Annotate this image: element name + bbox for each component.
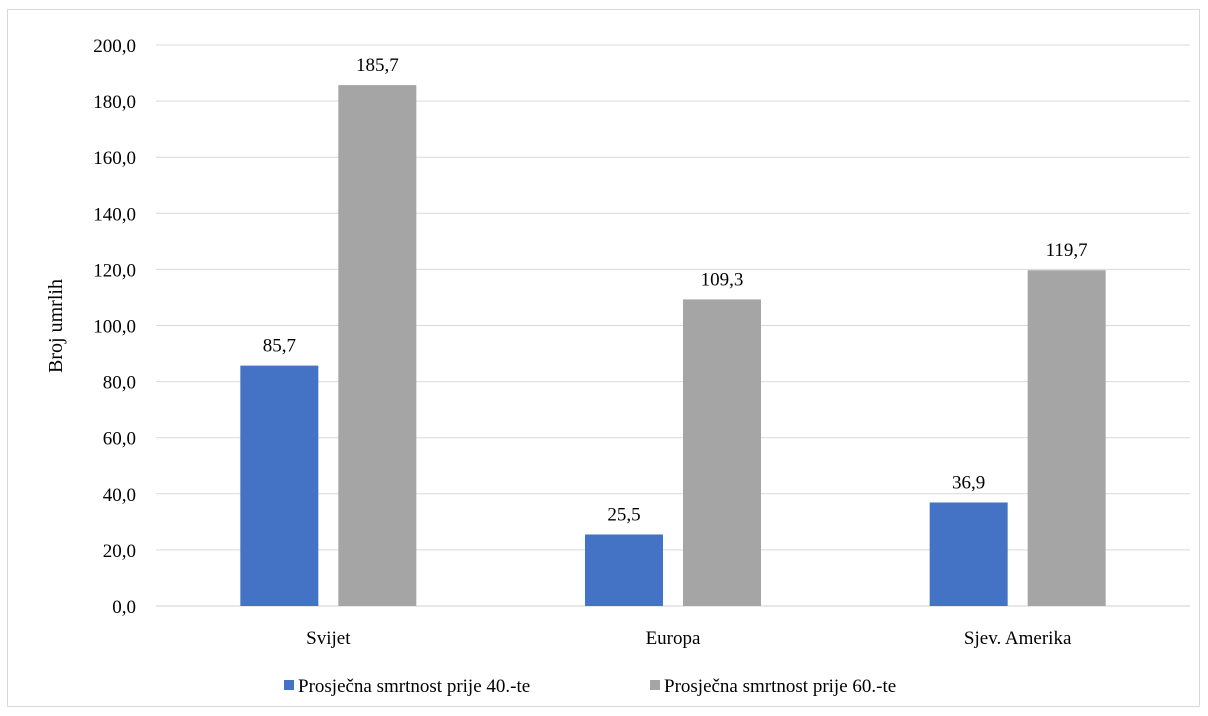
data-label: 85,7 [263, 336, 296, 357]
bar-before-40 [240, 365, 319, 606]
bars [240, 85, 1106, 606]
x-tick-label: Svijet [306, 628, 351, 649]
legend-swatch [650, 680, 660, 690]
legend: Prosječna smrtnost prije 40.-te Prosječna… [284, 676, 896, 697]
legend-label: Prosječna smrtnost prije 60.-te [664, 676, 896, 697]
x-tick-label: Sjev. Amerika [964, 628, 1072, 649]
y-tick-label: 60,0 [103, 429, 136, 450]
y-axis-label: Broj umrlih [45, 279, 67, 373]
y-tick-label: 80,0 [103, 373, 136, 394]
bar-before-60 [1027, 270, 1106, 606]
bar-before-40 [585, 534, 663, 606]
x-tick-label: Europa [646, 628, 701, 649]
y-tick-label: 180,0 [93, 92, 136, 113]
legend-label: Prosječna smrtnost prije 40.-te [298, 676, 530, 697]
data-label: 25,5 [607, 504, 640, 525]
data-label: 185,7 [356, 55, 399, 76]
y-tick-label: 160,0 [93, 148, 136, 169]
legend-swatch [284, 680, 294, 690]
data-label: 109,3 [701, 269, 744, 290]
y-tick-label: 100,0 [93, 317, 136, 338]
y-tick-label: 140,0 [93, 204, 136, 225]
data-label: 36,9 [952, 472, 985, 493]
y-tick-label: 200,0 [93, 36, 136, 57]
data-labels: 85,7 185,7 25,5 109,3 36,9 119,7 [263, 55, 1088, 525]
y-tick-label: 40,0 [103, 485, 136, 506]
data-label: 119,7 [1046, 240, 1088, 261]
y-tick-label: 0,0 [112, 597, 136, 618]
gridlines [156, 44, 1190, 607]
y-tick-label: 120,0 [93, 260, 136, 281]
x-axis-ticks: Svijet Europa Sjev. Amerika [306, 628, 1072, 649]
bar-before-40 [929, 502, 1008, 606]
bar-before-60 [683, 299, 761, 606]
y-tick-label: 20,0 [103, 541, 136, 562]
y-axis-ticks: 0,0 20,0 40,0 60,0 80,0 100,0 120,0 140,0 160,0 1… [93, 36, 136, 618]
bar-before-60 [338, 85, 417, 606]
